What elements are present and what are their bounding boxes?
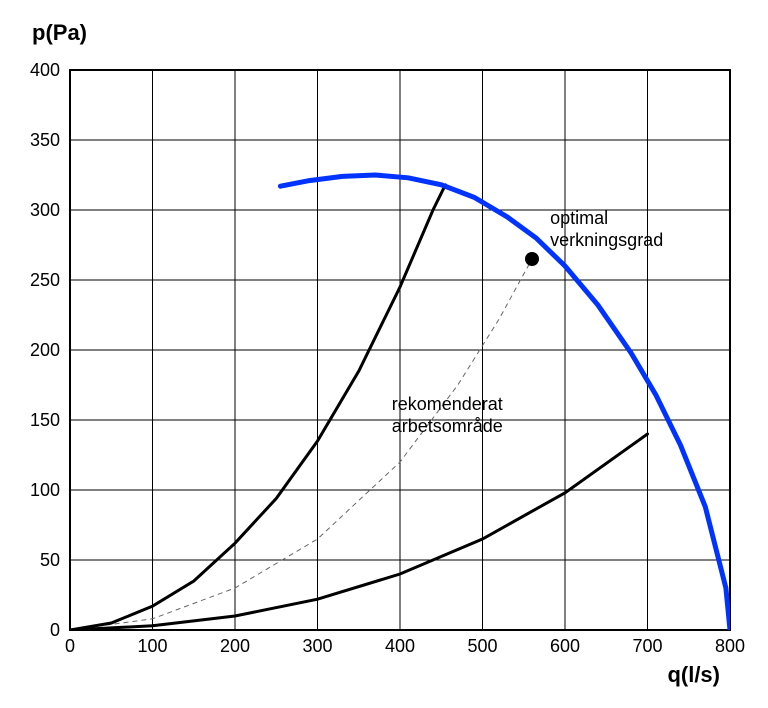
- svg-text:0: 0: [50, 620, 60, 640]
- y-axis-title: p(Pa): [32, 20, 87, 45]
- svg-text:200: 200: [220, 636, 250, 656]
- svg-text:150: 150: [30, 410, 60, 430]
- svg-text:400: 400: [30, 60, 60, 80]
- svg-text:700: 700: [632, 636, 662, 656]
- svg-text:50: 50: [40, 550, 60, 570]
- annotation-optimal-2: verkningsgrad: [550, 230, 663, 250]
- svg-text:600: 600: [550, 636, 580, 656]
- svg-text:400: 400: [385, 636, 415, 656]
- svg-text:100: 100: [30, 480, 60, 500]
- annotation-recommended-1: rekomenderat: [392, 394, 503, 414]
- chart-svg: 0 100 200 300 400 500 600 700 800 0 50 100 150 200 250…: [0, 0, 768, 708]
- svg-text:100: 100: [137, 636, 167, 656]
- svg-text:250: 250: [30, 270, 60, 290]
- svg-text:350: 350: [30, 130, 60, 150]
- svg-text:500: 500: [467, 636, 497, 656]
- svg-text:800: 800: [715, 636, 745, 656]
- annotation-optimal-1: optimal: [550, 208, 608, 228]
- x-axis-title: q(l/s): [667, 662, 720, 687]
- annotation-recommended-2: arbetsområde: [392, 416, 503, 436]
- fan-curve-chart: 0 100 200 300 400 500 600 700 800 0 50 100 150 200 250…: [0, 0, 768, 708]
- svg-text:0: 0: [65, 636, 75, 656]
- svg-text:200: 200: [30, 340, 60, 360]
- svg-text:300: 300: [30, 200, 60, 220]
- svg-text:300: 300: [302, 636, 332, 656]
